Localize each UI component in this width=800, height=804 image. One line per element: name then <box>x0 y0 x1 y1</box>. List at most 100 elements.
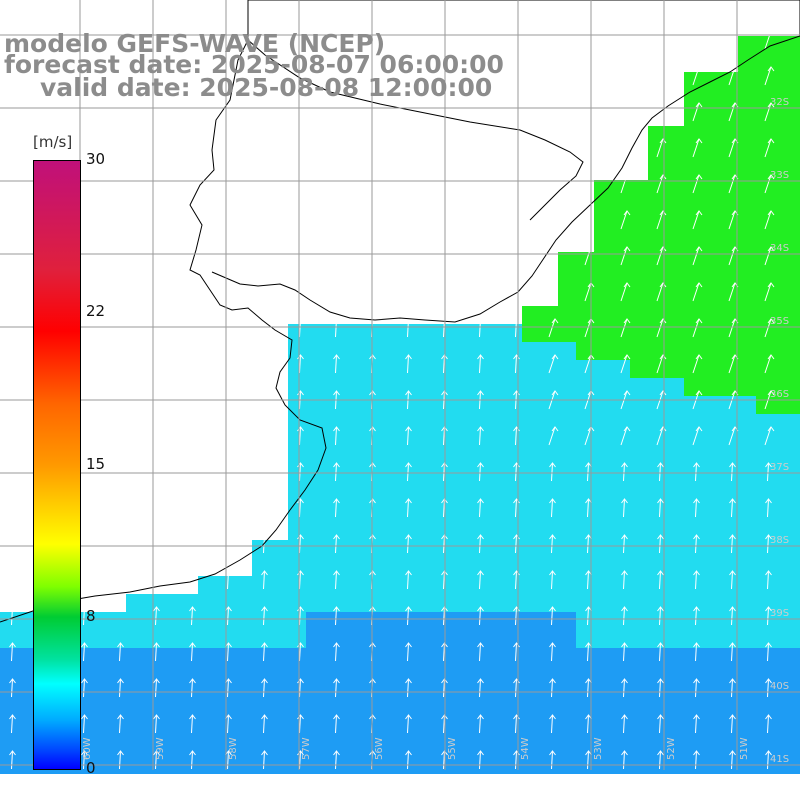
wind-cell <box>468 486 486 504</box>
wind-cell <box>756 486 774 504</box>
wind-cell <box>288 594 306 612</box>
longitude-label: 57W <box>301 737 312 760</box>
wind-cell <box>720 360 738 378</box>
wind-cell <box>792 558 800 576</box>
wind-cell <box>306 522 324 540</box>
wind-cell <box>648 540 666 558</box>
wind-cell <box>720 666 738 684</box>
wind-cell <box>684 270 702 288</box>
wind-cell <box>504 594 522 612</box>
wind-cell <box>576 720 594 738</box>
wind-cell <box>414 522 432 540</box>
wind-cell <box>306 720 324 738</box>
wind-cell <box>630 522 648 540</box>
wind-cell <box>558 432 576 450</box>
wind-cell <box>594 252 612 270</box>
wind-cell <box>630 666 648 684</box>
wind-cell <box>486 468 504 486</box>
wind-arrow <box>9 750 16 770</box>
wind-arrow <box>657 534 664 554</box>
wind-arrow <box>477 570 484 590</box>
wind-cell <box>432 396 450 414</box>
wind-arrow <box>549 750 556 770</box>
wind-arrow <box>621 642 628 662</box>
wind-cell <box>774 522 792 540</box>
wind-cell <box>522 306 540 324</box>
wind-cell <box>774 360 792 378</box>
wind-cell <box>252 540 270 558</box>
wind-cell <box>756 594 774 612</box>
wind-cell <box>666 288 684 306</box>
wind-cell <box>648 720 666 738</box>
wind-cell <box>792 252 800 270</box>
wind-cell <box>738 468 756 486</box>
wind-arrow <box>405 642 412 662</box>
wind-cell <box>774 54 792 72</box>
wind-cell <box>18 612 36 630</box>
wind-cell <box>18 720 36 738</box>
wind-cell <box>738 450 756 468</box>
wind-cell <box>522 702 540 720</box>
wind-cell <box>756 738 774 756</box>
wind-cell <box>486 450 504 468</box>
wind-cell <box>540 738 558 756</box>
wind-cell <box>522 432 540 450</box>
wind-cell <box>414 594 432 612</box>
wind-cell <box>324 360 342 378</box>
wind-speed-field <box>0 36 800 774</box>
wind-arrow <box>477 534 484 554</box>
wind-cell <box>666 378 684 396</box>
wind-cell <box>720 432 738 450</box>
wind-cell <box>684 450 702 468</box>
wind-cell <box>630 594 648 612</box>
wind-cell <box>324 414 342 432</box>
wind-cell <box>594 234 612 252</box>
wind-cell <box>684 576 702 594</box>
wind-cell <box>450 558 468 576</box>
colorbar-tick-0: 0 <box>86 759 96 777</box>
wind-cell <box>756 414 774 432</box>
wind-cell <box>450 540 468 558</box>
wind-cell <box>630 702 648 720</box>
wind-arrow <box>693 498 700 518</box>
wind-arrow <box>656 282 667 302</box>
wind-cell <box>666 162 684 180</box>
wind-cell <box>612 432 630 450</box>
wind-cell <box>576 252 594 270</box>
wind-cell <box>648 612 666 630</box>
wind-cell <box>162 720 180 738</box>
wind-cell <box>594 180 612 198</box>
wind-cell <box>522 504 540 522</box>
wind-cell <box>486 666 504 684</box>
wind-cell <box>612 648 630 666</box>
wind-cell <box>522 414 540 432</box>
wind-arrow <box>764 210 775 230</box>
wind-cell <box>450 720 468 738</box>
wind-cell <box>720 234 738 252</box>
wind-arrow <box>692 354 703 374</box>
wind-cell <box>720 450 738 468</box>
wind-cell <box>450 342 468 360</box>
wind-arrow <box>657 714 664 734</box>
wind-cell <box>468 414 486 432</box>
wind-cell <box>720 522 738 540</box>
wind-cell <box>702 162 720 180</box>
wind-cell <box>432 360 450 378</box>
wind-cell <box>234 630 252 648</box>
wind-cell <box>792 144 800 162</box>
wind-cell <box>630 468 648 486</box>
wind-arrow <box>333 426 340 446</box>
wind-cell <box>306 666 324 684</box>
wind-arrow <box>765 714 772 734</box>
wind-cell <box>468 702 486 720</box>
wind-cell <box>684 126 702 144</box>
wind-arrow <box>477 354 484 374</box>
wind-cell <box>666 414 684 432</box>
wind-cell <box>792 324 800 342</box>
wind-cell <box>684 702 702 720</box>
wind-cell <box>756 612 774 630</box>
wind-cell <box>648 342 666 360</box>
wind-cell <box>108 738 126 756</box>
wind-arrow <box>693 462 700 482</box>
wind-cell <box>684 162 702 180</box>
